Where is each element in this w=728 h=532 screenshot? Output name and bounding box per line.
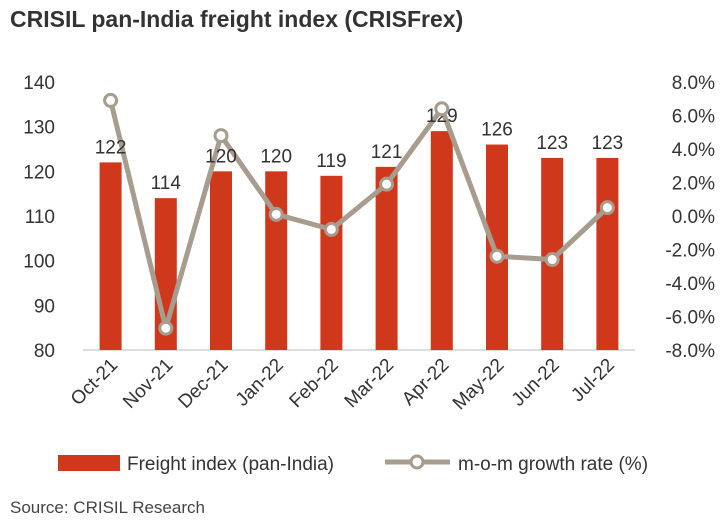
right-tick-label: 2.0%	[672, 174, 715, 195]
growth-point	[599, 200, 615, 216]
right-tick-label: 8.0%	[672, 73, 715, 94]
left-tick-label: 130	[23, 118, 55, 139]
growth-point	[158, 320, 174, 336]
growth-point	[489, 248, 505, 264]
right-tick-label: -2.0%	[665, 241, 715, 262]
bar-data-label: 119	[316, 151, 346, 172]
right-tick-label: -4.0%	[665, 274, 715, 295]
legend-line-marker	[409, 454, 425, 470]
growth-point	[213, 128, 229, 144]
left-tick-label: 80	[34, 341, 55, 362]
x-tick-label: Oct-21	[67, 355, 122, 410]
bar	[375, 166, 398, 350]
x-tick-label: Jul-22	[567, 355, 618, 406]
x-tick-label: Feb-22	[286, 355, 343, 412]
growth-point	[268, 206, 284, 222]
left-tick-label: 110	[25, 207, 55, 228]
bar-data-label: 123	[592, 133, 624, 154]
x-tick-label: Mar-22	[341, 355, 398, 412]
bar	[320, 175, 343, 350]
bar-data-label: 120	[205, 146, 237, 167]
right-tick-label: -6.0%	[665, 308, 715, 329]
bar-data-label: 120	[260, 146, 292, 167]
left-tick-label: 120	[23, 162, 55, 183]
bar-data-label: 114	[151, 173, 182, 194]
bar	[265, 171, 288, 350]
right-tick-label: -8.0%	[665, 341, 715, 362]
bar	[210, 171, 232, 350]
bar-data-label: 121	[371, 142, 403, 163]
bar	[596, 157, 619, 350]
growth-point	[434, 101, 450, 117]
x-tick-label: Nov-21	[119, 355, 177, 413]
bar-data-label: 122	[95, 137, 127, 158]
chart-title: CRISIL pan-India freight index (CRISFrex…	[10, 6, 464, 32]
bar	[486, 144, 508, 350]
source-note: Source: CRISIL Research	[10, 498, 205, 517]
x-tick-label: Jan-22	[232, 355, 288, 411]
growth-point	[379, 176, 395, 192]
right-tick-label: 6.0%	[672, 107, 715, 128]
bar-data-label: 126	[481, 120, 513, 141]
left-tick-label: 100	[23, 252, 55, 273]
legend-bar-label: Freight index (pan-India)	[127, 454, 334, 475]
legend-line-label: m-o-m growth rate (%)	[458, 454, 648, 475]
bar-data-label: 129	[426, 106, 458, 127]
x-tick-label: Dec-21	[174, 355, 232, 413]
growth-point	[544, 252, 560, 268]
x-tick-label: May-22	[449, 355, 509, 415]
right-tick-label: 4.0%	[672, 140, 715, 161]
right-tick-label: 0.0%	[672, 207, 715, 228]
left-tick-label: 90	[34, 296, 55, 317]
bar	[430, 131, 453, 350]
x-tick-label: Apr-22	[398, 355, 453, 410]
growth-line	[108, 99, 610, 331]
bar-data-label: 123	[536, 133, 568, 154]
growth-point	[103, 92, 119, 108]
growth-point	[323, 221, 339, 237]
legend-bar-swatch	[58, 455, 120, 471]
x-tick-label: Jun-22	[508, 355, 564, 411]
left-tick-label: 140	[23, 73, 55, 94]
bar	[99, 162, 122, 350]
